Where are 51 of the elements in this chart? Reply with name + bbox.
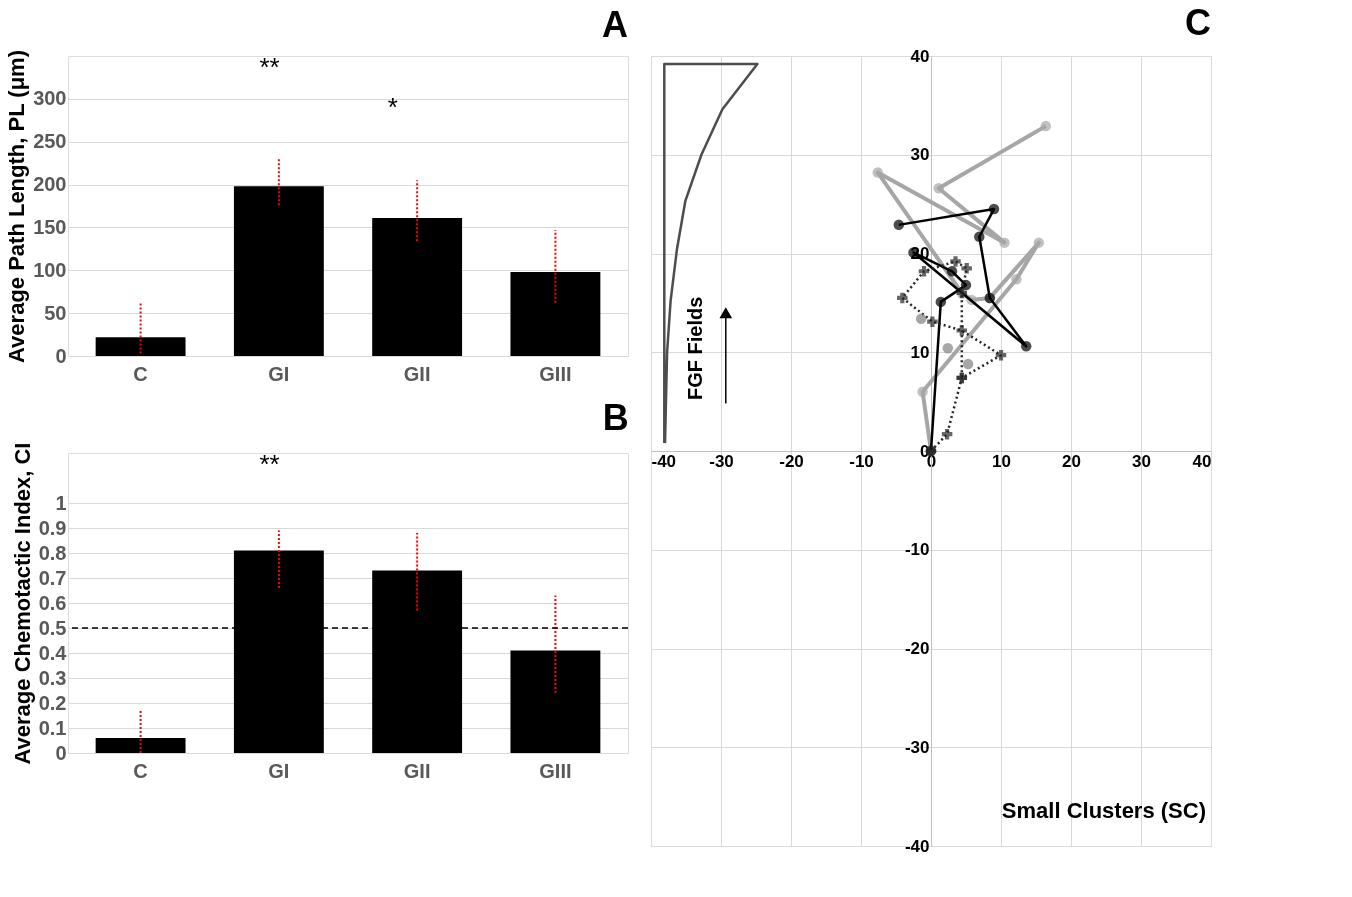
y-tick-label: -10 — [904, 540, 930, 560]
y-tick-label: 0.7 — [38, 566, 67, 589]
y-tick-label: 150 — [33, 215, 67, 238]
y-axis-title: Average Path Length, PL (μm) — [4, 50, 30, 363]
y-tick-label: 0.8 — [38, 541, 67, 564]
chart-title: A — [602, 4, 628, 46]
x-tick-label: 10 — [992, 451, 1011, 471]
y-tick-label: 30 — [910, 145, 930, 165]
chart-title: B — [602, 397, 629, 439]
x-tick-label: -20 — [779, 451, 804, 471]
y-tick-label: 0 — [55, 741, 67, 764]
annotation: ** — [259, 449, 280, 479]
x-tick-label: -10 — [849, 451, 874, 471]
y-tick-label: 0.6 — [38, 591, 67, 614]
y-tick-label: 250 — [33, 130, 67, 153]
x-tick-label: -40 — [651, 451, 677, 471]
y-tick-label: 0.4 — [38, 641, 68, 664]
x-tick-label: -30 — [709, 451, 734, 471]
y-tick-label: 200 — [33, 173, 67, 196]
x-tick-label: 20 — [1062, 451, 1081, 471]
x-tick-label: 30 — [1132, 451, 1151, 471]
annotation: ** — [259, 52, 280, 82]
y-tick-label: 300 — [33, 87, 67, 110]
y-axis-title: FGF Fields — [683, 296, 706, 400]
y-tick-label: 40 — [910, 46, 930, 66]
y-tick-label: 0 — [55, 344, 67, 367]
y-tick-label: 0.3 — [38, 666, 67, 689]
y-tick-label: -20 — [904, 639, 930, 658]
x-tick-label: GIII — [539, 759, 572, 782]
x-tick-label: GII — [403, 362, 431, 385]
y-tick-label: -30 — [904, 737, 930, 757]
y-axis-title: Average Chemotactic Index, CI — [9, 442, 35, 765]
x-tick-label: C — [133, 759, 148, 782]
x-tick-label: GI — [268, 362, 290, 385]
y-tick-label: 0.2 — [38, 691, 67, 714]
chart-title: C — [1185, 2, 1211, 43]
y-tick-label: 0.5 — [38, 616, 67, 639]
x-axis-title: Small Clusters (SC) — [1001, 798, 1206, 823]
y-tick-label: -40 — [904, 836, 930, 856]
x-tick-label: GI — [268, 759, 290, 782]
annotation: * — [387, 92, 398, 122]
y-tick-label: 10 — [910, 342, 930, 362]
y-tick-label: 0.1 — [38, 716, 67, 739]
x-tick-label: GII — [403, 759, 431, 782]
y-tick-label: 0.9 — [38, 516, 67, 539]
x-tick-label: 40 — [1192, 451, 1212, 471]
x-tick-label: C — [133, 362, 148, 385]
y-tick-label: 100 — [33, 258, 67, 281]
x-tick-label: GIII — [539, 362, 572, 385]
y-tick-label: 50 — [44, 301, 67, 324]
y-tick-label: 1 — [55, 491, 67, 514]
